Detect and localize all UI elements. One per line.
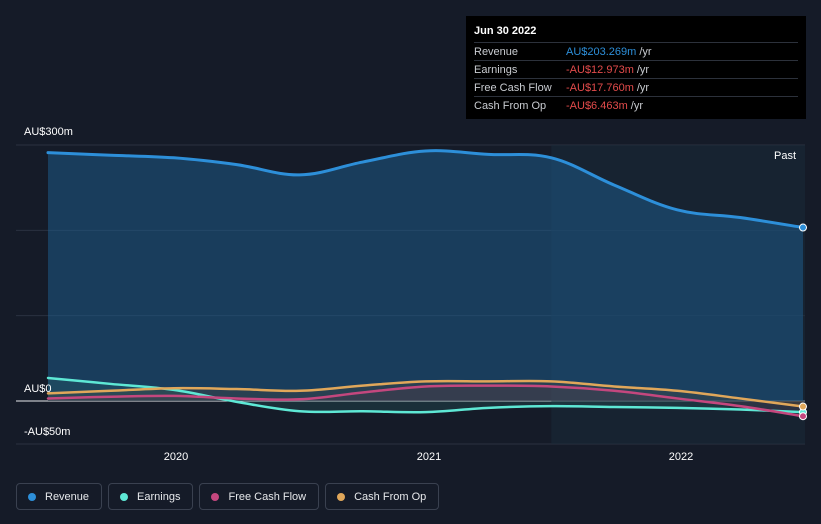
tooltip-label: Revenue — [474, 45, 519, 58]
tooltip-row-free-cash-flow: Free Cash Flow -AU$17.760m /yr — [474, 78, 798, 96]
tooltip-unit: /yr — [630, 99, 643, 112]
tooltip-value: -AU$12.973m — [566, 63, 634, 76]
x-tick-label-2020: 2020 — [163, 451, 189, 463]
legend-label: Earnings — [137, 490, 181, 503]
legend-label: Free Cash Flow — [228, 490, 307, 503]
tooltip-row-revenue: Revenue AU$203.269m /yr — [474, 42, 798, 60]
legend-dot-icon — [120, 492, 129, 501]
tooltip-label: Free Cash Flow — [474, 81, 552, 94]
tooltip-value: AU$203.269m — [566, 45, 637, 58]
x-tick-label-2021: 2021 — [416, 451, 442, 463]
legend-label: Cash From Op — [354, 490, 427, 503]
series-endpoint-free-cash-flow — [799, 412, 807, 421]
y-tick-label-max: AU$300m — [24, 126, 73, 138]
y-tick-label-zero: AU$0 — [24, 383, 52, 395]
series-endpoint-cash-from-op — [799, 402, 807, 411]
legend-dot-icon — [211, 492, 220, 501]
tooltip-row-earnings: Earnings -AU$12.973m /yr — [474, 60, 798, 78]
tooltip-unit: /yr — [636, 63, 650, 76]
series-line-cash-from-op — [46, 379, 805, 408]
legend-dot-icon — [337, 492, 346, 501]
legend: Revenue Earnings Free Cash Flow Cash Fro… — [16, 483, 440, 510]
tooltip-row-cash-from-op: Cash From Op -AU$6.463m /yr — [474, 96, 798, 114]
series-line-free-cash-flow — [46, 384, 805, 418]
series-area-revenue — [48, 150, 803, 401]
past-label: Past — [774, 150, 797, 162]
tooltip-value: -AU$17.760m — [566, 81, 634, 94]
tooltip-unit: /yr — [639, 45, 652, 58]
tooltip-label: Earnings — [474, 63, 518, 76]
x-tick-label-2022: 2022 — [668, 451, 694, 463]
tooltip-unit: /yr — [636, 81, 650, 94]
legend-item-earnings[interactable]: Earnings — [108, 483, 194, 510]
tooltip: Jun 30 2022 Revenue AU$203.269m /yr Earn… — [466, 16, 806, 119]
y-tick-label-min: -AU$50m — [24, 426, 71, 438]
legend-item-free-cash-flow[interactable]: Free Cash Flow — [199, 483, 320, 510]
tooltip-date: Jun 30 2022 — [474, 25, 537, 37]
series-area-free-cash-flow — [48, 385, 803, 417]
series-area-earnings — [48, 377, 803, 413]
tooltip-value: -AU$6.463m — [566, 99, 628, 112]
series-line-earnings — [46, 376, 805, 414]
legend-item-cash-from-op[interactable]: Cash From Op — [325, 483, 440, 510]
series-lines — [46, 149, 805, 418]
legend-label: Revenue — [45, 490, 90, 503]
tooltip-label: Cash From Op — [474, 99, 547, 112]
legend-dot-icon — [28, 492, 36, 501]
series-endpoint-revenue — [799, 223, 807, 232]
legend-item-revenue[interactable]: Revenue — [16, 483, 103, 510]
series-line-revenue — [46, 149, 805, 230]
series-endpoints — [799, 223, 807, 421]
